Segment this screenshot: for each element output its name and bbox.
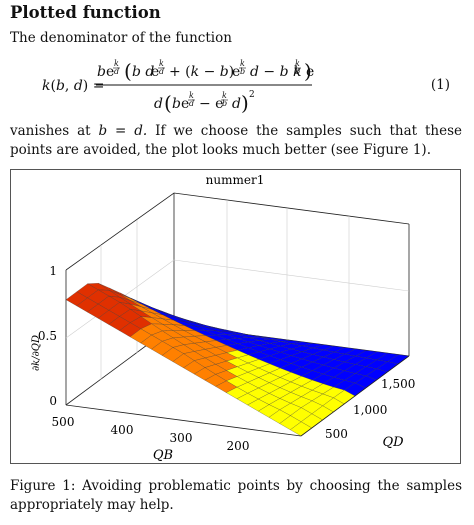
svg-text:k: k	[240, 59, 245, 68]
svg-text:): )	[304, 59, 312, 83]
x-tick-label: 500	[52, 415, 75, 429]
svg-text:e: e	[181, 96, 189, 112]
svg-text:e: e	[106, 64, 114, 80]
svg-text:(: (	[164, 91, 172, 115]
svg-text:k: k	[159, 59, 164, 68]
y-axis-label: QD	[382, 435, 404, 450]
y-tick-label: 1,000	[353, 403, 387, 417]
surface-mesh	[65, 283, 410, 437]
svg-text:k: k	[222, 91, 227, 100]
y-tick-label: 500	[325, 427, 348, 441]
svg-text:d: d	[154, 96, 163, 112]
svg-text:d: d	[189, 99, 194, 108]
z-tick-label: 1	[49, 264, 57, 278]
svg-text:(: (	[124, 59, 132, 83]
svg-text:b: b	[240, 67, 245, 76]
figure-frame: nummer1 1 0.5 0 ∂k/∂QD 500 400 300 200 Q…	[10, 169, 461, 464]
surface-plot: nummer1 1 0.5 0 ∂k/∂QD 500 400 300 200 Q…	[31, 173, 415, 463]
equation: k(b, d) = b e k d ( b d e k d + (k − b) …	[42, 59, 314, 115]
paragraph-result-start: vanishes at	[10, 123, 91, 139]
svg-text:e: e	[151, 64, 159, 80]
svg-text:b: b	[222, 99, 227, 108]
svg-text:k: k	[189, 91, 194, 100]
svg-text:b: b	[97, 64, 106, 80]
svg-text:2: 2	[249, 90, 255, 100]
svg-text:+ (k − b): + (k − b)	[169, 64, 234, 80]
svg-text:k: k	[114, 59, 119, 68]
paragraph-result-end: If we choose the samples such that these…	[10, 123, 462, 158]
svg-text:): )	[241, 91, 249, 115]
section-title: Plotted function	[10, 3, 161, 22]
chart-title: nummer1	[206, 173, 265, 187]
x-tick-label: 200	[227, 439, 250, 453]
svg-text:d: d	[114, 67, 119, 76]
z-axis-label: ∂k/∂QD	[31, 335, 42, 371]
svg-text:k(b, d) =: k(b, d) =	[42, 78, 104, 94]
svg-text:d: d	[159, 67, 164, 76]
svg-text:b: b	[172, 96, 181, 112]
paragraph-result-math: b = d.	[98, 123, 148, 139]
svg-text:e: e	[232, 64, 240, 80]
x-tick-label: 400	[111, 423, 134, 437]
svg-text:d: d	[232, 96, 241, 112]
plot-front-edges	[65, 355, 410, 437]
x-tick-label: 300	[170, 431, 193, 445]
svg-text:b: b	[295, 67, 300, 76]
z-tick-label: 0	[49, 394, 57, 408]
x-axis-label: QB	[153, 448, 173, 463]
equation-number: (1)	[430, 77, 450, 93]
figure-caption: Figure 1: Avoiding problematic points by…	[10, 478, 462, 513]
y-tick-label: 1,500	[381, 377, 415, 391]
svg-text:k: k	[295, 59, 300, 68]
z-tick-label: 0.5	[38, 329, 57, 343]
svg-text:b d: b d	[132, 64, 154, 80]
paragraph-intro: The denominator of the function	[10, 30, 232, 46]
paragraph-result: vanishes at b = d. If we choose the samp…	[10, 122, 462, 160]
svg-text:− e: − e	[199, 96, 223, 112]
